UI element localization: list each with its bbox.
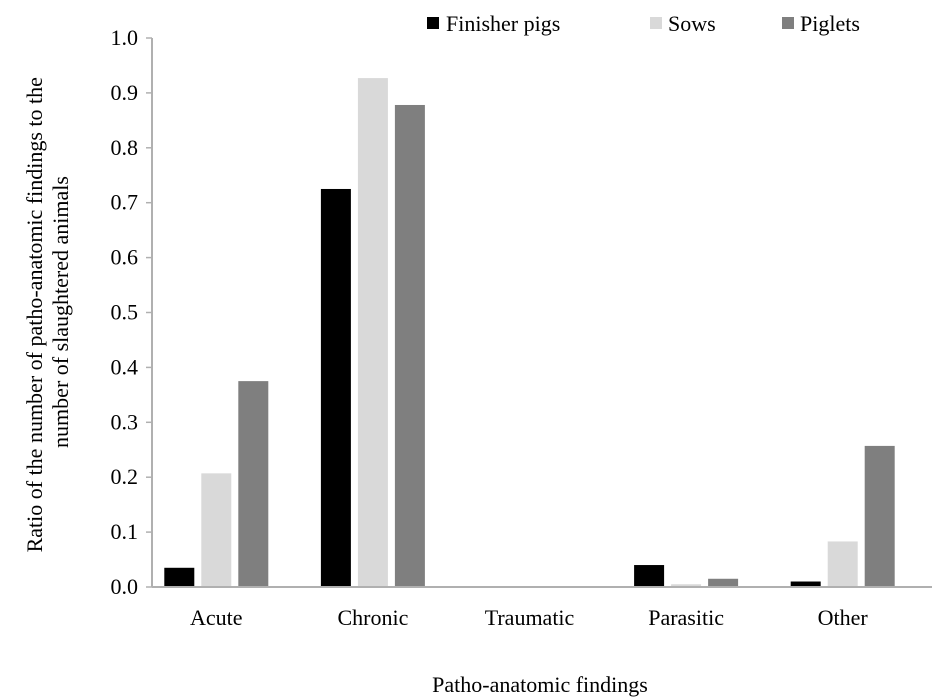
x-tick-label: Acute: [190, 605, 243, 630]
y-axis-ticks: 0.0 0.1 0.2 0.3 0.4 0.5 0.6 0.7 0.8 0.9 1.0: [111, 25, 152, 599]
legend-label: Piglets: [800, 11, 860, 36]
y-axis-title-line-1: Ratio of the number of patho-anatomic fi…: [22, 77, 47, 552]
bar-piglets-acute: [238, 381, 269, 587]
bar-piglets-parasitic: [708, 578, 739, 587]
legend-swatch: [782, 17, 794, 29]
legend-label: Sows: [668, 11, 716, 36]
x-tick-label: Other: [818, 605, 869, 630]
legend-swatch: [650, 17, 662, 29]
y-tick-label: 0.6: [111, 245, 139, 270]
x-tick-label: Traumatic: [485, 605, 575, 630]
bar-finisher-pigs-other: [790, 581, 821, 587]
bar-piglets-chronic: [394, 104, 425, 587]
y-tick-label: 0.1: [111, 519, 139, 544]
bar-sows-acute: [201, 473, 232, 587]
bar-finisher-pigs-parasitic: [634, 565, 665, 587]
y-tick-label: 0.3: [111, 409, 139, 434]
bar-sows-other: [827, 541, 858, 587]
y-tick-label: 0.8: [111, 135, 139, 160]
bar-sows-parasitic: [671, 584, 702, 587]
y-tick-label: 0.9: [111, 80, 139, 105]
x-axis-title: Patho-anatomic findings: [432, 672, 648, 697]
y-tick-label: 0.0: [111, 574, 139, 599]
y-axis-title: Ratio of the number of patho-anatomic fi…: [22, 72, 73, 553]
bar-piglets-other: [864, 445, 895, 587]
y-tick-label: 0.2: [111, 464, 139, 489]
x-axis-ticks: Acute Chronic Traumatic Parasitic Other: [190, 605, 868, 630]
legend-label: Finisher pigs: [446, 11, 560, 36]
bar-finisher-pigs-chronic: [320, 188, 351, 587]
y-tick-label: 0.4: [111, 354, 139, 379]
y-tick-label: 0.5: [111, 300, 139, 325]
legend-swatch: [427, 17, 439, 29]
y-axis-title-line-2: number of slaughtered animals: [48, 176, 73, 448]
y-tick-label: 1.0: [111, 25, 139, 50]
bar-sows-chronic: [357, 78, 388, 588]
bars-layer: [164, 78, 895, 588]
legend: Finisher pigs Sows Piglets: [427, 11, 860, 36]
y-tick-label: 0.7: [111, 190, 139, 215]
x-tick-label: Chronic: [337, 605, 408, 630]
x-tick-label: Parasitic: [648, 605, 724, 630]
bar-finisher-pigs-acute: [164, 567, 195, 587]
